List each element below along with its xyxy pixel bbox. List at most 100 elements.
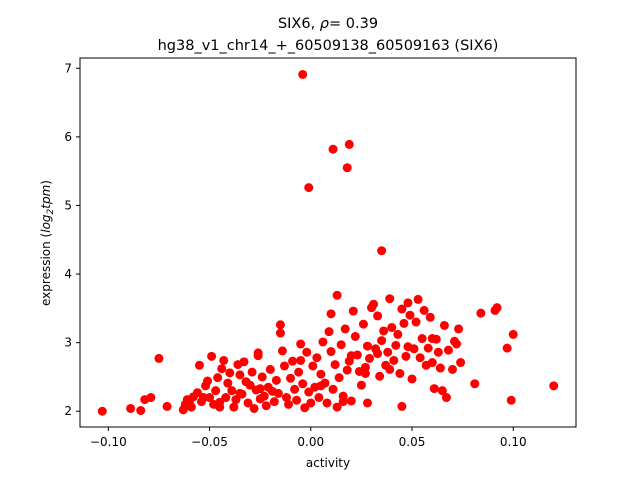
data-point [330,360,340,370]
data-point [401,351,411,361]
data-point [227,386,237,396]
data-point [403,342,413,352]
data-point [294,367,304,377]
data-point [207,351,217,361]
x-tick-label: 0.10 [500,435,527,449]
data-point [223,378,233,388]
data-point [213,373,223,383]
data-point [454,324,464,334]
data-point [441,393,451,403]
data-point [413,294,423,304]
y-axis: 2 3 4 5 6 7 [64,61,80,418]
y-tick-label: 4 [64,267,72,281]
data-point [205,393,215,403]
data-point [379,326,389,336]
data-point [439,320,449,330]
data-point [277,346,287,356]
data-point [356,380,366,390]
data-point [194,360,204,370]
data-point [314,393,324,403]
data-point [427,358,437,368]
y-tick-label: 7 [64,61,72,75]
data-point [229,402,239,412]
data-point [136,406,146,416]
data-point [334,373,344,383]
y-axis-label-prefix: expression ( [39,233,53,306]
data-point [338,397,348,407]
x-tick-label: 0.00 [297,435,324,449]
x-axis-label: activity [306,456,350,470]
data-point [245,380,255,390]
data-point [377,336,387,346]
data-point [302,347,312,357]
data-point [435,363,445,373]
data-point [192,388,202,398]
data-point [126,403,136,413]
data-point [328,384,338,394]
data-point [423,343,433,353]
data-point [253,348,263,358]
data-point [502,343,512,353]
data-point [344,139,354,149]
data-point [506,395,516,405]
data-point [211,386,221,396]
y-axis-label-suffix: ) [39,180,53,185]
x-axis: −0.10 −0.05 0.00 0.05 0.10 [90,427,527,449]
data-point [385,364,395,374]
data-point [184,397,194,407]
data-point [346,396,356,406]
data-point [255,384,265,394]
data-point [508,329,518,339]
data-point [298,379,308,389]
data-point [292,395,302,405]
data-point [304,387,314,397]
data-point [290,384,300,394]
chart-title: SIX6, ρ= 0.39 [278,16,378,32]
data-point [387,323,397,333]
x-tick-label: 0.05 [399,435,426,449]
data-point [362,398,372,408]
data-point [215,402,225,412]
y-tick-label: 2 [64,404,72,418]
data-point [456,358,466,368]
data-point [249,403,259,413]
data-point [399,318,409,328]
data-point [391,340,401,350]
title-rho-symbol: ρ [320,16,330,32]
data-point [397,304,407,314]
data-point [492,303,502,313]
data-point [318,337,328,347]
data-point [308,361,318,371]
data-point [369,299,379,309]
data-point [476,308,486,318]
data-point [235,370,245,380]
x-tick-label: −0.10 [90,435,127,449]
data-point [393,329,403,339]
data-point [261,401,271,411]
data-point [282,393,291,403]
data-point [429,384,439,394]
x-tick-label: −0.05 [191,435,228,449]
data-point [362,341,372,351]
points-layer [97,69,559,416]
data-point [433,347,443,357]
y-axis-label: expression (log2tpm) [39,180,56,306]
data-point [296,355,306,365]
data-point [403,298,413,308]
data-point [373,349,383,359]
data-point [316,381,326,391]
data-point [350,331,360,341]
data-point [279,361,289,371]
data-point [286,373,296,383]
data-point [437,386,447,396]
data-point [365,353,374,363]
data-point [389,355,399,365]
data-point [342,365,352,375]
plot-frame [79,57,577,428]
data-point [265,364,275,374]
data-point [383,347,393,357]
data-point [336,340,346,350]
